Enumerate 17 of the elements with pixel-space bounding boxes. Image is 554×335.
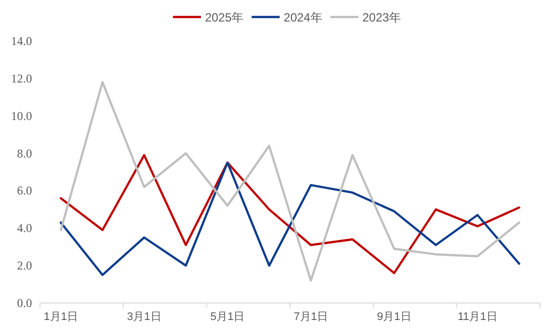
y-tick-label: 6.0 (17, 184, 32, 198)
x-tick-label: 11月1日 (458, 311, 498, 323)
legend-label: 2025年 (204, 10, 244, 24)
y-tick-label: 12.0 (11, 71, 32, 86)
x-tick-label: 9月1日 (377, 311, 412, 323)
legend-label: 2023年 (362, 10, 402, 24)
y-tick-label: 10.0 (11, 108, 32, 123)
x-tick-label: 3月1日 (127, 311, 162, 323)
x-tick-label: 5月1日 (210, 311, 245, 323)
y-tick-label: 4.0 (17, 221, 32, 236)
y-tick-label: 2.0 (17, 258, 32, 273)
y-tick-label: 8.0 (17, 146, 32, 160)
x-tick-label: 1月1日 (44, 311, 78, 323)
y-tick-label: 14.0 (11, 34, 32, 48)
y-tick-label: 0.0 (17, 296, 32, 310)
x-tick-label: 7月1日 (294, 311, 328, 323)
legend-label: 2024年 (284, 10, 322, 24)
